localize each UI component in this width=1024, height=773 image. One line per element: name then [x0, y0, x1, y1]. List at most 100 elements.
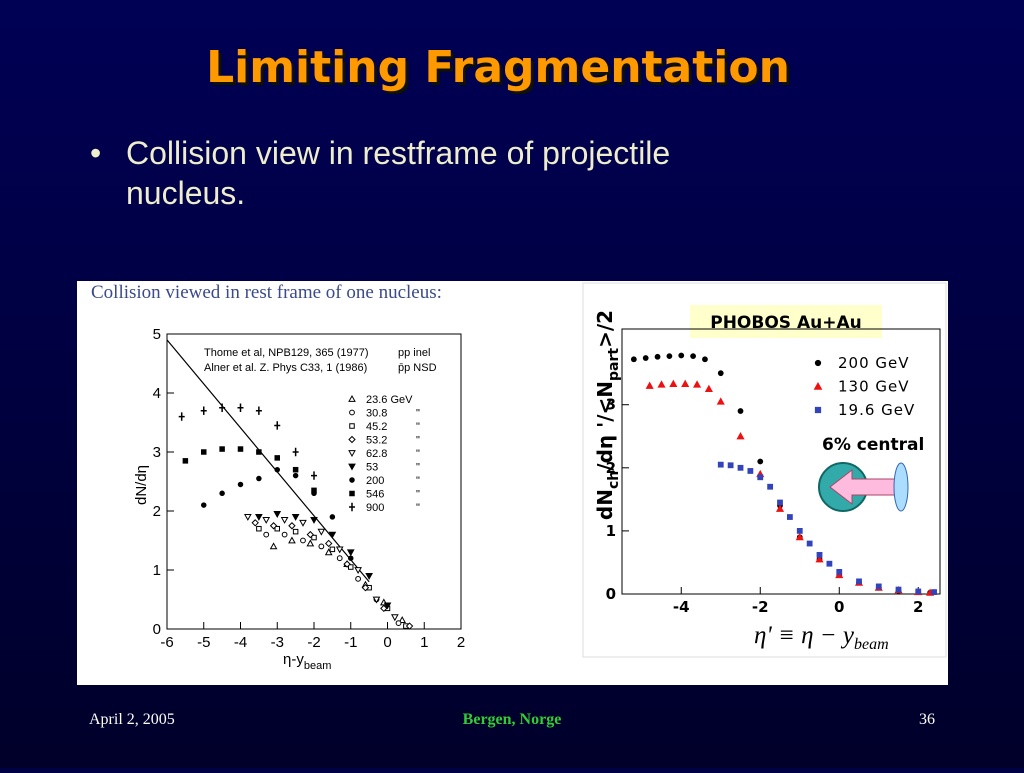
marker	[263, 531, 270, 538]
legend-label: 200 GeV	[838, 354, 910, 372]
marker	[856, 578, 862, 585]
x-axis-label-main: η-y	[283, 651, 304, 668]
marker	[269, 522, 278, 530]
marker	[777, 499, 783, 506]
marker	[310, 516, 318, 524]
marker	[348, 555, 354, 561]
y-tick-label: 3	[153, 444, 161, 461]
legend-ditto: "	[416, 502, 420, 514]
marker	[391, 614, 399, 622]
marker	[311, 487, 317, 494]
marker	[737, 408, 744, 414]
formula: η' ≡ η − ybeam	[754, 622, 889, 653]
marker	[292, 447, 299, 457]
marker	[657, 380, 666, 388]
marker	[201, 502, 207, 508]
figure-label: PHOBOS Au+Au	[710, 313, 861, 333]
legend-symbol	[349, 423, 355, 429]
marker	[292, 528, 299, 535]
x-axis-label-sub: beam	[304, 660, 332, 672]
legend-label: 53.2	[366, 435, 387, 447]
y-axis-label-sub: part	[606, 348, 622, 381]
marker	[757, 474, 764, 481]
marker	[251, 519, 259, 527]
note-system: pp inel	[398, 347, 430, 359]
marker	[219, 446, 225, 452]
marker	[244, 514, 252, 521]
legend-symbol	[349, 502, 355, 512]
legend-symbol	[814, 406, 822, 414]
note-ref: Alner et al. Z. Phys C33, 1 (1986)	[204, 362, 367, 374]
x-tick-label: -1	[344, 634, 357, 651]
marker	[702, 356, 708, 363]
marker	[372, 596, 381, 604]
marker	[395, 620, 402, 626]
legend-symbol	[348, 463, 356, 471]
legend-label: 30.8	[366, 408, 387, 420]
x-tick-label: 2	[913, 598, 923, 616]
legend-symbol	[349, 490, 355, 497]
marker	[182, 458, 189, 464]
marker	[329, 514, 336, 520]
marker	[727, 462, 734, 469]
legend-ditto: "	[416, 448, 420, 460]
marker	[775, 504, 785, 512]
note-system: p̄p NSD	[398, 362, 437, 374]
marker	[311, 534, 317, 541]
marker	[291, 514, 300, 521]
marker	[931, 589, 937, 596]
legend-label: 45.2	[366, 421, 387, 433]
y-axis-label-main: >/2	[593, 310, 617, 348]
legend-symbol	[348, 450, 356, 458]
phobos-box	[690, 305, 882, 338]
marker	[642, 355, 649, 361]
marker	[895, 586, 902, 593]
marker	[288, 536, 296, 544]
marker	[274, 466, 280, 473]
x-tick-label: -3	[271, 634, 284, 651]
y-axis-label: dNch/dη '/<Npart>/2	[593, 310, 622, 520]
y-tick-label: 2	[153, 503, 161, 520]
legend-ditto: "	[416, 408, 420, 420]
marker	[274, 525, 280, 532]
marker	[292, 466, 299, 473]
x-tick-label: 1	[420, 634, 428, 651]
marker	[335, 546, 344, 554]
annotation: 6% central	[822, 435, 924, 455]
y-tick-label: 1	[153, 562, 161, 579]
marker	[288, 522, 296, 530]
legend-label: 900	[366, 502, 384, 514]
legend-label: 546	[366, 489, 384, 501]
x-tick-label: -4	[234, 634, 247, 651]
legend-symbol	[813, 381, 823, 390]
marker	[645, 381, 654, 389]
marker	[678, 352, 685, 359]
y-tick-label: 2	[606, 459, 616, 477]
y-tick-label: 3	[606, 396, 616, 414]
note-ref: Thome et al, NPB129, 365 (1977)	[204, 347, 368, 359]
plot-frame	[621, 328, 941, 595]
marker	[306, 530, 315, 539]
legend-ditto: "	[416, 489, 420, 501]
marker	[355, 575, 362, 582]
marker	[767, 483, 774, 490]
marker	[336, 555, 343, 562]
marker	[306, 539, 315, 547]
marker	[178, 412, 185, 421]
marker	[237, 481, 244, 488]
marker	[806, 540, 813, 547]
marker	[280, 516, 289, 524]
x-tick-label: 0	[834, 598, 844, 616]
marker	[292, 472, 299, 479]
legend-label: 23.6 GeV	[366, 394, 413, 406]
marker	[796, 528, 803, 534]
marker	[915, 588, 922, 595]
marker	[786, 514, 793, 520]
legend-symbol	[349, 477, 355, 483]
marker	[365, 573, 373, 580]
legend-label: 19.6 GeV	[838, 401, 915, 419]
marker	[816, 551, 823, 558]
marker	[300, 537, 306, 544]
marker	[361, 583, 370, 592]
